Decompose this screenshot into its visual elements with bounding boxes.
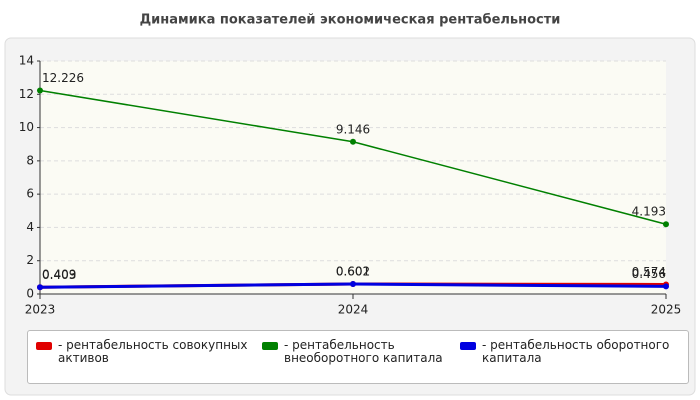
legend-swatch [460,342,476,350]
plot-area [40,61,666,294]
y-tick-label: 10 [19,120,34,134]
legend-swatch [36,342,52,350]
data-label: 4.193 [632,205,666,219]
point [663,221,669,228]
legend-label: - рентабельность оборотного капитала [482,338,670,365]
data-label: 0.409 [42,268,76,282]
legend: - рентабельность совокупных активов - рен… [27,330,689,384]
data-label: 9.146 [336,122,370,136]
x-tick-label: 2024 [338,303,369,317]
y-tick-label: 0 [26,287,34,301]
y-tick-label: 8 [26,153,34,167]
point [350,280,356,287]
point [37,284,43,291]
y-tick-label: 2 [26,253,34,267]
y-tick-label: 12 [19,87,34,101]
point [350,138,356,145]
point [663,283,669,290]
chart-title: Динамика показателей экономическая рента… [140,13,561,28]
data-label: 0.602 [336,264,370,278]
y-tick-label: 14 [19,54,34,68]
data-label: 0.403 [42,268,76,282]
x-tick-label: 2023 [25,303,56,317]
point [37,87,43,94]
y-tick-label: 6 [26,187,34,201]
x-tick-label: 2025 [651,303,682,317]
data-label: 0.456 [632,267,666,281]
data-label: 0.574 [632,265,666,279]
data-label: 0.601 [336,264,370,278]
legend-swatch [262,342,278,350]
legend-label: - рентабельность совокупных активов [58,338,248,365]
legend-label: - рентабельность внеоборотного капитала [284,338,443,365]
data-label: 12.226 [42,71,84,85]
y-tick-label: 4 [26,220,34,234]
